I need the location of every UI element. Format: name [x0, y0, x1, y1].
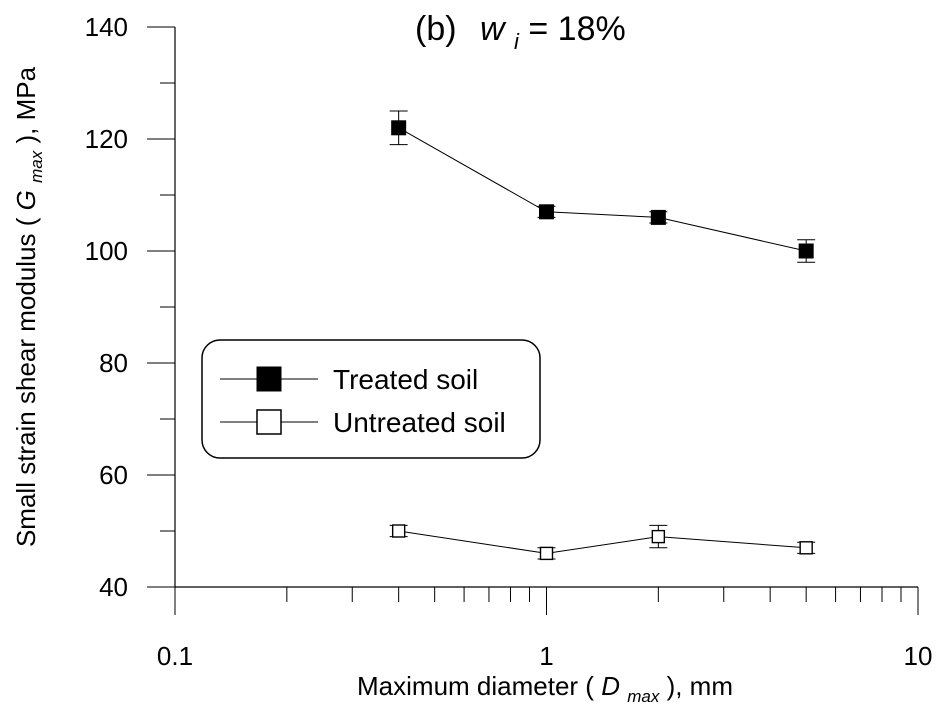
x-tick-label: 1	[539, 641, 553, 671]
y-axis-title: Small strain shear modulus ( G max ), MP…	[11, 66, 48, 547]
legend-box	[201, 339, 541, 459]
data-point-untreated	[391, 524, 406, 538]
data-point-treated	[391, 120, 407, 136]
x-tick-label: 10	[904, 641, 933, 671]
title-variable: w	[480, 10, 507, 48]
series-layer	[389, 110, 816, 561]
x-axis-title-variable: D	[601, 671, 620, 701]
x-tick-label: 0.1	[157, 641, 193, 671]
chart-title: (b) w i = 18%	[415, 10, 626, 57]
data-point-untreated	[539, 546, 554, 561]
legend-marker-untreated	[256, 409, 282, 435]
title-prefix: (b)	[415, 10, 457, 48]
y-axis-title-pre: Small strain shear modulus (	[11, 217, 41, 547]
y-axis-title-variable: G	[11, 190, 41, 210]
axes: 0.1 1 10 40 60 80 100 120 140	[85, 12, 933, 671]
y-tick-label: 40	[99, 572, 128, 602]
title-variable-subscript: i	[514, 29, 520, 54]
legend-label-untreated: Untreated soil	[333, 407, 506, 438]
y-axis-title-post: ), MPa	[11, 66, 41, 143]
x-axis-title-subscript: max	[627, 687, 660, 706]
y-tick-label: 60	[99, 460, 128, 490]
y-tick-label: 100	[85, 236, 128, 266]
data-point-untreated	[651, 529, 666, 544]
data-point-treated	[539, 204, 554, 220]
legend-label-treated: Treated soil	[333, 364, 478, 395]
data-point-untreated	[799, 541, 813, 555]
data-point-treated	[798, 243, 814, 259]
y-tick-label: 80	[99, 348, 128, 378]
y-tick-label: 140	[85, 12, 128, 42]
series-line-treated	[398, 127, 807, 252]
x-axis-title: Maximum diameter ( D max ), mm	[357, 671, 733, 708]
title-suffix: = 18%	[528, 10, 625, 48]
series-untreated	[389, 524, 816, 561]
data-point-treated	[650, 209, 666, 225]
x-axis-title-post: ), mm	[667, 671, 733, 701]
y-tick-label: 120	[85, 124, 128, 154]
series-line-untreated	[398, 530, 807, 554]
y-axis-title-subscript: max	[27, 150, 46, 183]
x-axis-title-pre: Maximum diameter (	[357, 671, 594, 701]
series-treated	[389, 110, 816, 263]
legend-marker-treated	[256, 366, 282, 392]
legend: Treated soil Untreated soil	[201, 339, 541, 459]
